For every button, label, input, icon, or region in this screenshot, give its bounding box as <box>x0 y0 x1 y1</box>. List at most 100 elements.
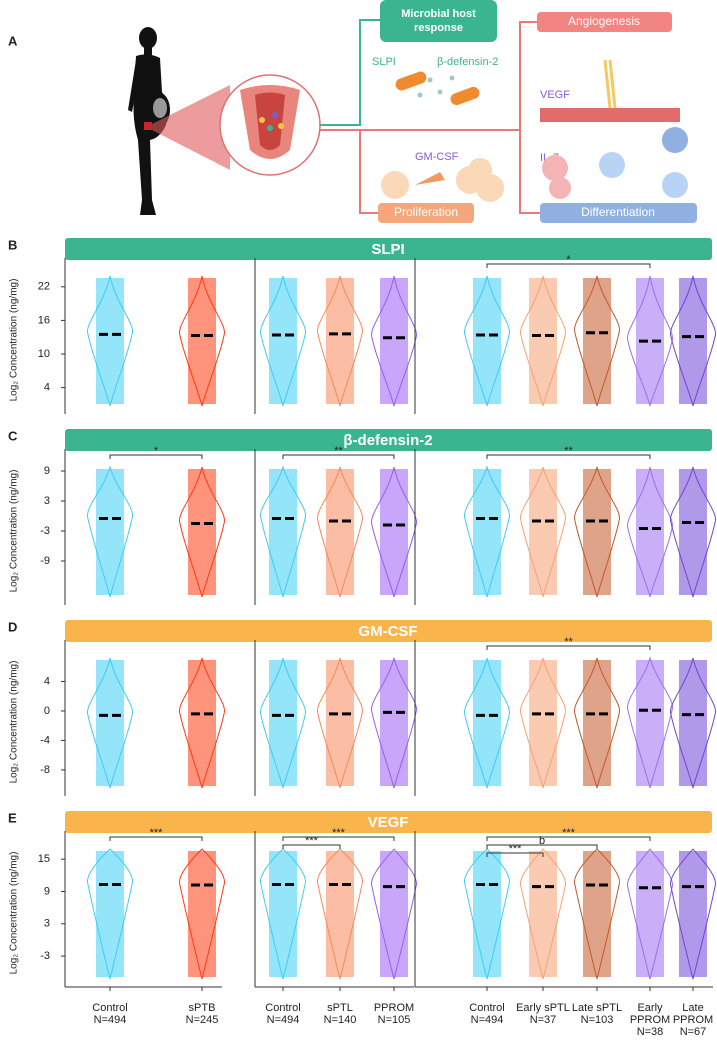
sample-size: N=140 <box>323 1014 357 1026</box>
significance-label: *** <box>332 827 346 839</box>
violin-outline <box>371 275 417 407</box>
point-cloud <box>529 278 557 404</box>
point-cloud <box>583 278 611 404</box>
violin-outline <box>371 657 417 789</box>
x-tick-label: Early PPROM N=38 <box>622 1002 678 1038</box>
box <box>378 203 474 223</box>
y-tick-label: 16 <box>38 314 50 326</box>
chart-title: VEGF <box>368 814 409 831</box>
point-cloud <box>380 660 408 786</box>
x-tick-label: Control N=494 <box>459 1002 515 1026</box>
point-cloud <box>679 469 707 595</box>
category-label: Control <box>265 1002 301 1014</box>
violin-outline <box>670 466 716 598</box>
significance-bracket <box>486 645 651 650</box>
point-cloud <box>269 851 297 977</box>
violin-outline <box>260 657 306 789</box>
panel-letter: C <box>8 428 18 443</box>
point-cloud <box>473 278 501 404</box>
sample-size: N=38 <box>636 1026 664 1038</box>
significance-bracket <box>486 836 651 841</box>
y-tick-label: 0 <box>44 705 50 717</box>
significance-bracket <box>109 836 203 841</box>
box-label: Proliferation <box>394 205 458 219</box>
vessel <box>540 108 680 122</box>
canal <box>255 92 285 150</box>
category-label: Late PPROM <box>672 1002 714 1026</box>
category-label: sPTL <box>327 1002 353 1014</box>
point-cloud <box>636 469 664 595</box>
significance-bracket <box>282 454 395 459</box>
sample-size: N=103 <box>580 1014 614 1026</box>
x-tick-label: PPROM N=105 <box>366 1002 422 1026</box>
significance-label: ** <box>564 445 573 457</box>
point-cloud <box>636 851 664 977</box>
point-cloud <box>269 278 297 404</box>
violin-outline <box>574 466 620 598</box>
point-cloud <box>96 278 124 404</box>
violin-outline <box>670 848 716 980</box>
y-tick-label: -9 <box>40 555 50 567</box>
point-cloud <box>326 278 354 404</box>
violin-outline <box>627 275 673 407</box>
category-label: Control <box>92 1002 128 1014</box>
panel-letter: E <box>8 810 17 825</box>
violin-outline <box>464 275 510 407</box>
box <box>380 0 497 42</box>
y-tick-label: -3 <box>40 525 50 537</box>
violin-outline <box>520 848 566 980</box>
y-axis-label: Log₂ Concentration (ng/mg) <box>9 470 20 593</box>
significance-bracket <box>282 844 341 849</box>
point-cloud <box>188 851 216 977</box>
violin-outline <box>371 848 417 980</box>
violin-outline <box>317 275 363 407</box>
category-label: Late sPTL <box>571 1002 623 1014</box>
y-tick-label: 22 <box>38 281 50 293</box>
point-cloud <box>188 660 216 786</box>
point-cloud <box>583 851 611 977</box>
y-tick-label: 4 <box>44 382 50 394</box>
significance-bracket <box>282 836 395 841</box>
title-banner <box>65 238 712 260</box>
violin-outline <box>464 848 510 980</box>
diagram: A Microbial host response SLPI β-defensi… <box>8 0 697 223</box>
zoom-cone <box>152 85 230 170</box>
chart-title: β-defensin-2 <box>343 432 432 449</box>
significance-bracket <box>486 852 544 857</box>
point-cloud <box>380 469 408 595</box>
y-tick-label: 9 <box>44 885 50 897</box>
violin-outline <box>627 848 673 980</box>
title-banner <box>65 811 712 833</box>
box <box>540 203 697 223</box>
title-banner <box>65 620 712 642</box>
violin-outline <box>464 465 510 598</box>
point-cloud <box>679 660 707 786</box>
violin-outline <box>260 848 306 980</box>
connector <box>320 19 380 126</box>
panel-letter: A <box>8 33 18 48</box>
point-cloud <box>473 660 501 786</box>
point-cloud <box>529 469 557 595</box>
sample-size: N=37 <box>529 1014 557 1026</box>
significance-bracket <box>486 263 651 268</box>
y-tick-label: 3 <box>44 495 50 507</box>
sample-size: N=494 <box>470 1014 504 1026</box>
chart-title: GM-CSF <box>358 623 417 640</box>
box-label: Microbial host response <box>401 8 476 34</box>
significance-label: * <box>566 254 571 266</box>
y-tick-label: 3 <box>44 918 50 930</box>
point-cloud <box>529 851 557 977</box>
violin-outline <box>670 657 716 789</box>
sample-size: N=245 <box>185 1014 219 1026</box>
point-cloud <box>326 851 354 977</box>
point-cloud <box>96 851 124 977</box>
point-cloud <box>96 469 124 595</box>
significance-label: ** <box>564 636 573 648</box>
violin-outline <box>317 657 363 789</box>
significance-bracket <box>109 454 203 459</box>
point-cloud <box>679 851 707 977</box>
significance-label: *** <box>562 827 576 839</box>
violin-outline <box>317 848 363 980</box>
panel-letter: B <box>8 237 17 252</box>
significance-label: * <box>154 445 159 457</box>
